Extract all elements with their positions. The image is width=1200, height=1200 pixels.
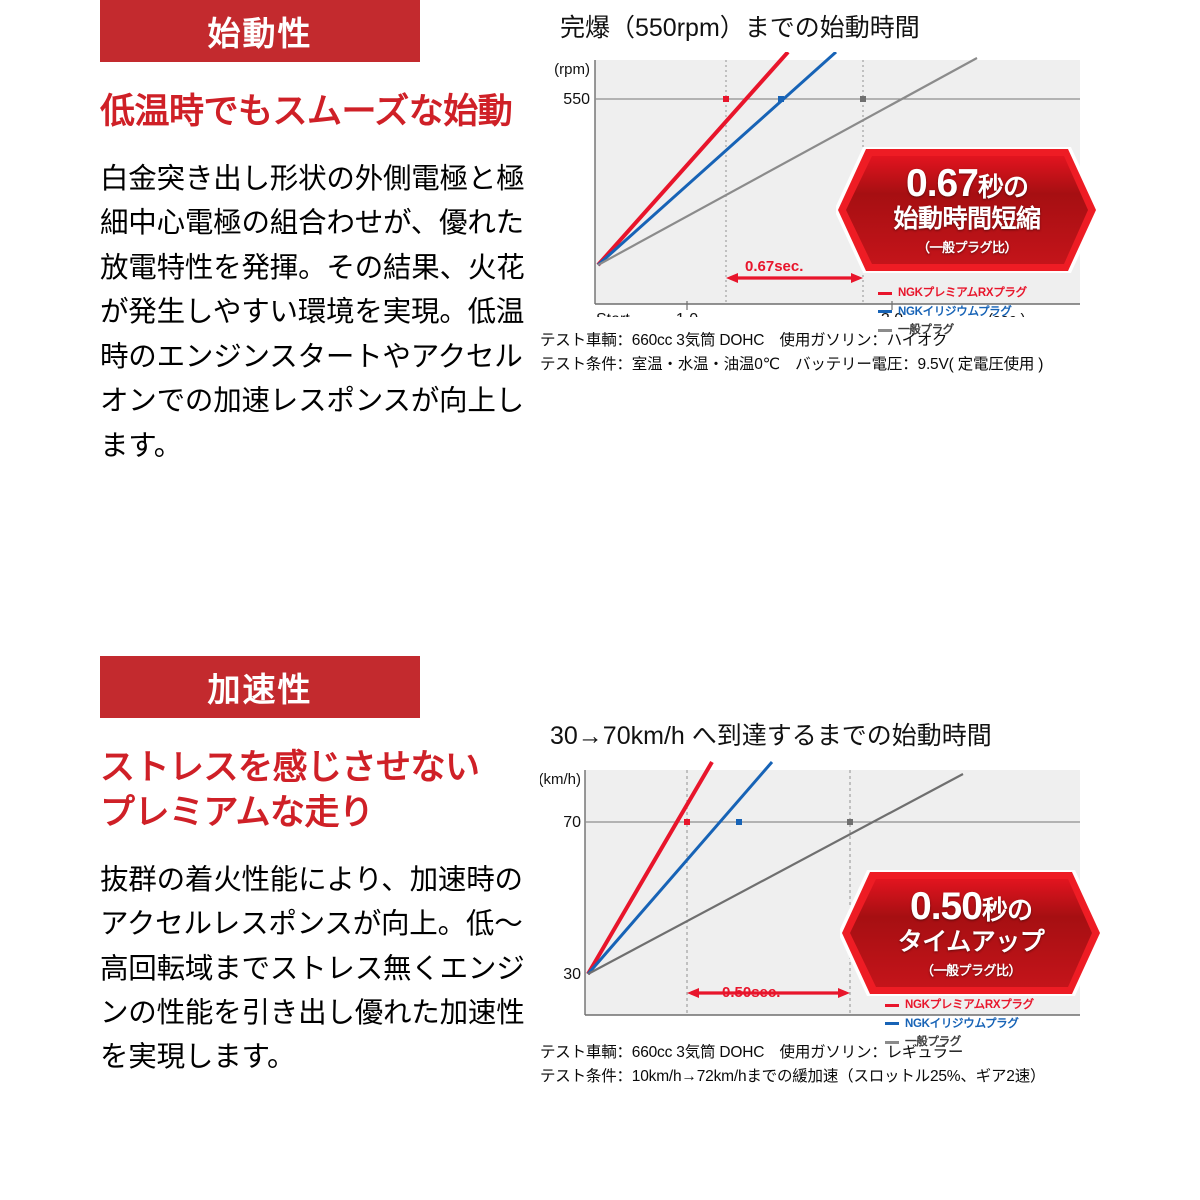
section-tag-startability: 始動性 bbox=[100, 0, 420, 62]
footnote-conditions: テスト条件：10km/h→72km/hまでの緩加速（スロットル25%、ギア2速） bbox=[540, 1068, 1046, 1086]
legend-swatch-red-icon bbox=[878, 291, 892, 295]
crossing-dot-iridium bbox=[736, 819, 742, 825]
delta-arrow-head-left bbox=[687, 988, 699, 998]
section-1-chart-column: 完爆（550rpm）までの始動時間 bbox=[540, 8, 1120, 377]
footnote-vehicle: テスト車輌：660cc 3気筒 DOHC 使用ガソリン：レギュラー bbox=[540, 1044, 964, 1061]
footnote-conditions: テスト条件：室温・水温・油温0℃ バッテリー電圧：9.5V( 定電圧使用 ) bbox=[540, 356, 1044, 374]
series-line-standard bbox=[587, 773, 964, 975]
section-2-chart-column: 30→70km/h へ到達するまでの始動時間 bbox=[540, 716, 1120, 1089]
legend-swatch-red-icon bbox=[885, 1003, 899, 1007]
y-tick-label-30: 30 bbox=[563, 966, 581, 983]
series-line-iridium bbox=[586, 761, 774, 975]
section-body-acceleration: 抜群の着火性能により、加速時のアクセルレスポンスが向上。低〜高回転域までストレス… bbox=[100, 863, 525, 1074]
plot-background bbox=[595, 60, 1080, 304]
section-tag-label: 加速性 bbox=[207, 671, 313, 708]
legend-label-standard: 一般プラグ bbox=[905, 1036, 961, 1049]
y-axis-unit-label: (rpm) bbox=[554, 61, 590, 78]
delta-annotation-acceleration: 0.50sec. bbox=[722, 984, 781, 1001]
section-tag-acceleration: 加速性 bbox=[100, 656, 420, 718]
delta-arrow-head-left bbox=[726, 273, 738, 283]
legend-swatch-gray-icon bbox=[885, 1041, 899, 1045]
chart-svg-startability: (rpm) 550 Start 1.0 2.0 (sec.) bbox=[554, 52, 1080, 317]
legend-item-standard: 一般プラグ bbox=[885, 1033, 1034, 1052]
section-tag-label: 始動性 bbox=[207, 15, 313, 52]
chart-startability: (rpm) 550 Start 1.0 2.0 (sec.) 0.67sec. bbox=[540, 52, 1100, 336]
section-headline-acceleration: ストレスを感じさせない プレミアムな走り bbox=[100, 748, 480, 832]
x-axis-unit-label: (sec.) bbox=[1038, 1023, 1076, 1025]
series-line-premium-rx bbox=[596, 52, 790, 267]
legend-item-standard: 一般プラグ bbox=[878, 321, 1027, 340]
chart-title-acceleration: 30→70km/h へ到達するまでの始動時間 bbox=[550, 722, 992, 750]
footnote-vehicle: テスト車輌：660cc 3気筒 DOHC 使用ガソリン：ハイオク bbox=[540, 332, 948, 349]
series-line-standard bbox=[597, 57, 978, 266]
crossing-dot-iridium bbox=[778, 96, 784, 102]
legend-label-iridium: NGKイリジウムプラグ bbox=[905, 1017, 1019, 1030]
legend-swatch-gray-icon bbox=[878, 329, 892, 333]
series-line-iridium bbox=[596, 52, 838, 267]
legend-item-iridium: NGKイリジウムプラグ bbox=[885, 1015, 1034, 1034]
delta-arrow-head-right bbox=[851, 273, 863, 283]
x-tick-label-1: 1.0 bbox=[676, 311, 698, 317]
chart-legend-startability: NGKプレミアムRXプラグ NGKイリジウムプラグ 一般プラグ bbox=[878, 284, 1027, 340]
legend-item-premium-rx: NGKプレミアムRXプラグ bbox=[878, 284, 1027, 303]
crossing-dot-premium bbox=[684, 819, 690, 825]
x-origin-label: Start bbox=[596, 311, 630, 317]
legend-label-standard: 一般プラグ bbox=[898, 324, 954, 337]
legend-label-premium-rx: NGKプレミアムRXプラグ bbox=[905, 999, 1034, 1011]
crossing-dot-premium bbox=[723, 96, 729, 102]
chart-acceleration: (km/h) 70 30 Start (sec.) 0.50sec. bbox=[540, 760, 1102, 1048]
chart-footnotes-startability: テスト車輌：660cc 3気筒 DOHC 使用ガソリン：ハイオク テスト条件：室… bbox=[540, 329, 1120, 377]
x-origin-label: Start bbox=[586, 1023, 620, 1025]
legend-label-iridium: NGKイリジウムプラグ bbox=[898, 305, 1012, 318]
chart-svg-acceleration: (km/h) 70 30 Start (sec.) bbox=[540, 760, 1080, 1025]
y-tick-label-70: 70 bbox=[563, 814, 581, 831]
section-2-text-column: 加速性 ストレスを感じさせない プレミアムな走り 抜群の着火性能により、加速時の… bbox=[100, 656, 530, 1080]
chart-title-startability: 完爆（550rpm）までの始動時間 bbox=[560, 14, 920, 42]
y-tick-label-550: 550 bbox=[563, 91, 590, 108]
series-line-premium-rx bbox=[586, 760, 714, 976]
legend-item-premium-rx: NGKプレミアムRXプラグ bbox=[885, 996, 1034, 1015]
legend-swatch-blue-icon bbox=[885, 1022, 899, 1026]
x-tick-label-2: 2.0 bbox=[881, 311, 903, 317]
legend-swatch-blue-icon bbox=[878, 310, 892, 314]
legend-item-iridium: NGKイリジウムプラグ bbox=[878, 303, 1027, 322]
section-body-startability: 白金突き出し形状の外側電極と極細中心電極の組合わせが、優れた放電特性を発揮。その… bbox=[100, 162, 525, 462]
y-axis-unit-label: (km/h) bbox=[540, 771, 581, 788]
delta-annotation-startability: 0.67sec. bbox=[745, 258, 804, 275]
chart-footnotes-acceleration: テスト車輌：660cc 3気筒 DOHC 使用ガソリン：レギュラー テスト条件：… bbox=[540, 1041, 1120, 1089]
x-axis-unit-label: (sec.) bbox=[988, 311, 1026, 317]
crossing-dot-standard bbox=[847, 819, 853, 825]
section-headline-startability: 低温時でもスムーズな始動 bbox=[100, 92, 513, 131]
crossing-dot-standard bbox=[860, 96, 866, 102]
legend-label-premium-rx: NGKプレミアムRXプラグ bbox=[898, 287, 1027, 299]
chart-legend-acceleration: NGKプレミアムRXプラグ NGKイリジウムプラグ 一般プラグ bbox=[885, 996, 1034, 1052]
section-1-text-column: 始動性 低温時でもスムーズな始動 白金突き出し形状の外側電極と極細中心電極の組合… bbox=[100, 0, 530, 468]
